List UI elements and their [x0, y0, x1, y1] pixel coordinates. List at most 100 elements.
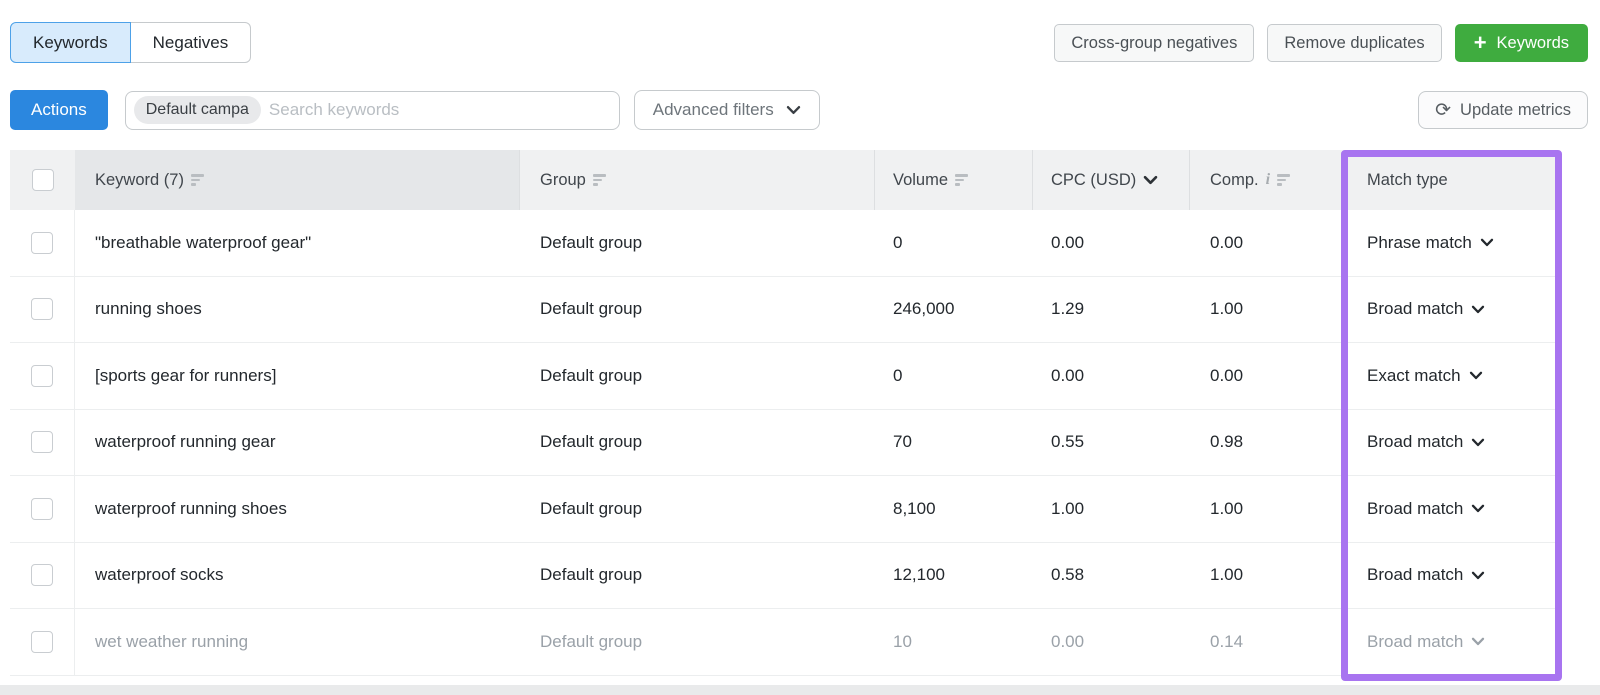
row-checkbox[interactable]	[31, 564, 53, 587]
chevron-down-icon	[1472, 305, 1485, 313]
header-cpc-label: CPC (USD)	[1051, 170, 1137, 189]
cross-group-negatives-button[interactable]: Cross-group negatives	[1054, 24, 1255, 62]
info-icon: i	[1265, 171, 1271, 188]
keyword-cell: running shoes	[95, 299, 202, 319]
header-keyword-label: Keyword (7)	[95, 170, 184, 189]
keyword-cell: wet weather running	[95, 631, 249, 651]
match-type-dropdown[interactable]: Phrase match	[1345, 210, 1558, 276]
match-type-value: Exact match	[1367, 365, 1461, 385]
header-group-label: Group	[540, 170, 586, 189]
match-type-dropdown[interactable]: Exact match	[1345, 343, 1558, 409]
comp-cell: 1.00	[1210, 498, 1244, 518]
sort-desc-chevron-icon	[1143, 175, 1158, 185]
table-row: waterproof socks Default group 12,100 0.…	[10, 542, 1558, 609]
match-type-dropdown[interactable]: Broad match	[1345, 277, 1558, 343]
comp-cell: 0.98	[1210, 432, 1244, 452]
header-comp[interactable]: Comp. i	[1190, 150, 1345, 210]
keyword-cell: [sports gear for runners]	[95, 365, 277, 385]
campaign-filter-chip[interactable]: Default campa	[133, 96, 261, 124]
table-row: wet weather running Default group 10 0.0…	[10, 609, 1558, 676]
add-keywords-label: Keywords	[1496, 33, 1569, 52]
header-keyword[interactable]: Keyword (7)	[75, 150, 520, 210]
plus-icon: +	[1473, 30, 1487, 55]
match-type-dropdown[interactable]: Broad match	[1345, 476, 1558, 542]
volume-cell: 10	[893, 631, 912, 651]
select-all-checkbox[interactable]	[31, 169, 54, 191]
keyword-cell: waterproof socks	[95, 565, 224, 585]
remove-duplicates-button[interactable]: Remove duplicates	[1267, 24, 1442, 62]
row-checkbox[interactable]	[31, 431, 53, 454]
comp-cell: 0.00	[1210, 365, 1244, 385]
cpc-cell: 1.00	[1051, 498, 1085, 518]
sort-bars-icon	[1277, 174, 1291, 186]
top-right-actions: Cross-group negatives Remove duplicates …	[1054, 24, 1588, 62]
row-checkbox[interactable]	[31, 231, 53, 254]
advanced-filters-dropdown[interactable]: Advanced filters	[633, 90, 820, 130]
volume-cell: 70	[893, 432, 912, 452]
cpc-cell: 0.58	[1051, 565, 1085, 585]
chevron-down-icon	[786, 106, 800, 114]
cpc-cell: 0.55	[1051, 432, 1085, 452]
update-metrics-button[interactable]: ⟳ Update metrics	[1418, 91, 1588, 129]
sort-bars-icon	[190, 174, 204, 186]
chevron-down-icon	[1472, 637, 1485, 646]
group-cell: Default group	[540, 299, 643, 319]
table-header-row: Keyword (7) Group Volume CPC (USD) Comp.…	[10, 150, 1558, 210]
advanced-filters-label: Advanced filters	[652, 100, 774, 119]
group-cell: Default group	[540, 432, 643, 452]
row-checkbox[interactable]	[31, 298, 53, 321]
search-box[interactable]: Default campa	[124, 90, 620, 130]
match-type-value: Broad match	[1367, 565, 1464, 585]
horizontal-scrollbar[interactable]	[0, 685, 1600, 695]
sort-bars-icon	[592, 174, 606, 186]
volume-cell: 0	[893, 232, 903, 252]
chevron-down-icon	[1480, 238, 1494, 247]
table-row: waterproof running gear Default group 70…	[10, 409, 1558, 476]
toolbar: Actions Default campa Advanced filters ⟳…	[10, 90, 1588, 130]
match-type-value: Broad match	[1367, 299, 1464, 319]
volume-cell: 12,100	[893, 565, 945, 585]
header-volume[interactable]: Volume	[875, 150, 1033, 210]
header-checkbox-cell	[10, 150, 75, 210]
match-type-value: Broad match	[1367, 631, 1464, 651]
cpc-cell: 0.00	[1051, 232, 1085, 252]
table-body: "breathable waterproof gear" Default gro…	[10, 210, 1558, 676]
search-input[interactable]	[268, 100, 611, 120]
volume-cell: 246,000	[893, 299, 955, 319]
row-checkbox[interactable]	[31, 364, 53, 387]
match-type-dropdown[interactable]: Broad match	[1345, 609, 1558, 675]
add-keywords-button[interactable]: + Keywords	[1454, 24, 1588, 62]
refresh-icon: ⟳	[1435, 99, 1452, 121]
match-type-dropdown[interactable]: Broad match	[1345, 543, 1558, 609]
cpc-cell: 0.00	[1051, 365, 1085, 385]
row-checkbox[interactable]	[31, 630, 53, 653]
match-type-dropdown[interactable]: Broad match	[1345, 410, 1558, 476]
keywords-negatives-tabs: Keywords Negatives	[10, 22, 252, 63]
comp-cell: 1.00	[1210, 299, 1244, 319]
table-row: running shoes Default group 246,000 1.29…	[10, 276, 1558, 343]
actions-button[interactable]: Actions	[10, 90, 108, 130]
tab-keywords[interactable]: Keywords	[10, 22, 131, 63]
tab-negatives[interactable]: Negatives	[130, 22, 252, 63]
header-match-type-label: Match type	[1367, 170, 1448, 189]
row-checkbox[interactable]	[31, 497, 53, 520]
match-type-value: Broad match	[1367, 432, 1464, 452]
match-type-value: Broad match	[1367, 498, 1464, 518]
table-row: [sports gear for runners] Default group …	[10, 343, 1558, 410]
header-group[interactable]: Group	[520, 150, 875, 210]
keyword-cell: waterproof running gear	[95, 432, 276, 452]
table-row: "breathable waterproof gear" Default gro…	[10, 210, 1558, 277]
keyword-cell: "breathable waterproof gear"	[95, 232, 312, 252]
header-cpc[interactable]: CPC (USD)	[1033, 150, 1190, 210]
group-cell: Default group	[540, 365, 643, 385]
comp-cell: 1.00	[1210, 565, 1244, 585]
comp-cell: 0.00	[1210, 232, 1244, 252]
update-metrics-label: Update metrics	[1460, 100, 1571, 119]
match-type-value: Phrase match	[1367, 232, 1472, 252]
header-volume-label: Volume	[893, 170, 949, 189]
volume-cell: 0	[893, 365, 903, 385]
keyword-cell: waterproof running shoes	[95, 498, 287, 518]
chevron-down-icon	[1472, 504, 1485, 513]
cpc-cell: 0.00	[1051, 631, 1085, 651]
cpc-cell: 1.29	[1051, 299, 1085, 319]
